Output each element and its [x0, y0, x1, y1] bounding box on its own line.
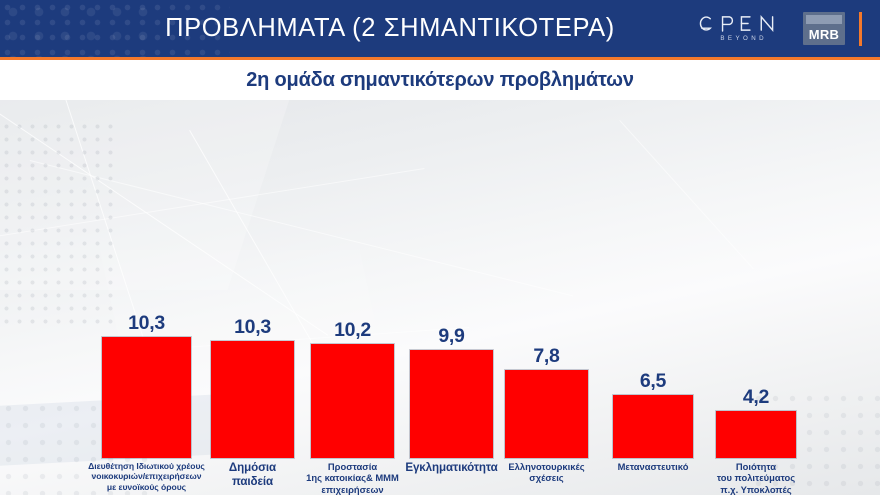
bar-label-2-line-2: παιδεία — [231, 475, 274, 489]
bar-label-1-line-2: νοικοκυριών/επιχειρήσεων — [91, 471, 202, 482]
bar-label-7-line-3: π.χ. Υποκλοπές — [720, 483, 792, 495]
bar-label-3-line-2: 1ης κατοικίας& ΜΜΜ — [306, 472, 399, 484]
chart-subtitle: 2η ομάδα σημαντικότερων προβλημάτων — [246, 68, 634, 91]
mrb-logo-bar — [806, 15, 842, 24]
bar-value-2: 10,3 — [234, 316, 271, 338]
mrb-logo-text: MRB — [808, 26, 840, 42]
bar-label-7-line-2: του πολιτεύματος — [716, 472, 796, 484]
bar-label-6-line-1: Μεταναστευτικό — [617, 461, 689, 472]
bar-label-1: Διευθέτηση Ιδιωτικού χρέους νοικοκυριών/… — [76, 461, 217, 492]
orange-accent-tick — [859, 11, 862, 46]
mrb-logo: MRB — [803, 12, 845, 45]
open-beyond-tagline: BEYOND — [720, 34, 767, 42]
open-wordmark-icon — [700, 15, 774, 33]
bar-label-5: Ελληνοτουρκικές σχέσεις — [479, 461, 614, 484]
bar-rect-1[interactable] — [102, 337, 191, 458]
header-dot-pattern — [0, 0, 230, 57]
bar-label-2-line-1: Δημόσια — [228, 461, 277, 474]
header-dot-pattern-large — [0, 0, 150, 57]
bar-value-4: 9,9 — [438, 325, 465, 347]
bar-chart-plot: 10,3 Διευθέτηση Ιδιωτικού χρέους νοικοκυ… — [0, 100, 880, 495]
open-beyond-logo: BEYOND — [698, 15, 789, 42]
bar-rect-4[interactable] — [410, 350, 493, 458]
bar-label-5-line-1: Ελληνοτουρκικές — [508, 461, 585, 472]
subtitle-band: 2η ομάδα σημαντικότερων προβλημάτων — [0, 60, 880, 100]
bar-rect-6[interactable] — [613, 395, 693, 458]
bar-label-2: Δημόσια παιδεία — [185, 461, 320, 489]
header-orange-rule — [0, 57, 880, 60]
bar-label-3-line-1: Προστασία — [327, 461, 378, 472]
bar-rect-7[interactable] — [716, 411, 796, 458]
bar-value-7: 4,2 — [742, 386, 770, 408]
bar-label-7-line-1: Ποιότητα — [735, 461, 777, 472]
bar-label-6: Μεταναστευτικό — [587, 461, 719, 472]
bar-label-4: Εγκληματικότητα — [384, 461, 519, 475]
bg-dots-left — [0, 120, 120, 330]
bar-label-7: Ποιότητα του πολιτεύματος π.χ. Υποκλοπές — [690, 461, 822, 495]
bar-label-3: Προστασία 1ης κατοικίας& ΜΜΜ επιχειρήσεω… — [285, 461, 420, 495]
logo-group: BEYOND MRB — [698, 0, 862, 57]
bar-value-6: 6,5 — [639, 370, 667, 392]
bar-value-5: 7,8 — [533, 345, 560, 367]
page-title: ΠΡΟΒΛΗΜΑΤΑ (2 ΣΗΜΑΝΤΙΚΟΤΕΡΑ) — [165, 14, 615, 42]
bar-rect-2[interactable] — [211, 341, 294, 458]
bar-label-4-line-1: Εγκληματικότητα — [405, 461, 498, 474]
bar-label-3-line-3: επιχειρήσεων — [321, 483, 384, 495]
bar-label-1-line-3: με ευνοϊκούς όρους — [106, 481, 187, 492]
bar-label-1-line-1: Διευθέτηση Ιδιωτικού χρέους — [88, 461, 205, 471]
header-bar: ΠΡΟΒΛΗΜΑΤΑ (2 ΣΗΜΑΝΤΙΚΟΤΕΡΑ) BEYOND MRB — [0, 0, 880, 57]
bar-rect-3[interactable] — [311, 344, 394, 458]
bar-value-1: 10,3 — [128, 312, 165, 334]
chart-stage: 10,3 Διευθέτηση Ιδιωτικού χρέους νοικοκυ… — [0, 100, 880, 495]
bar-label-5-line-2: σχέσεις — [529, 472, 564, 484]
bar-value-3: 10,2 — [334, 319, 371, 341]
bar-rect-5[interactable] — [505, 370, 588, 458]
